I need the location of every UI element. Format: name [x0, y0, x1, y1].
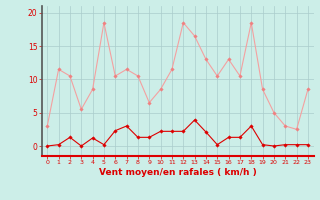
X-axis label: Vent moyen/en rafales ( km/h ): Vent moyen/en rafales ( km/h ): [99, 168, 256, 177]
